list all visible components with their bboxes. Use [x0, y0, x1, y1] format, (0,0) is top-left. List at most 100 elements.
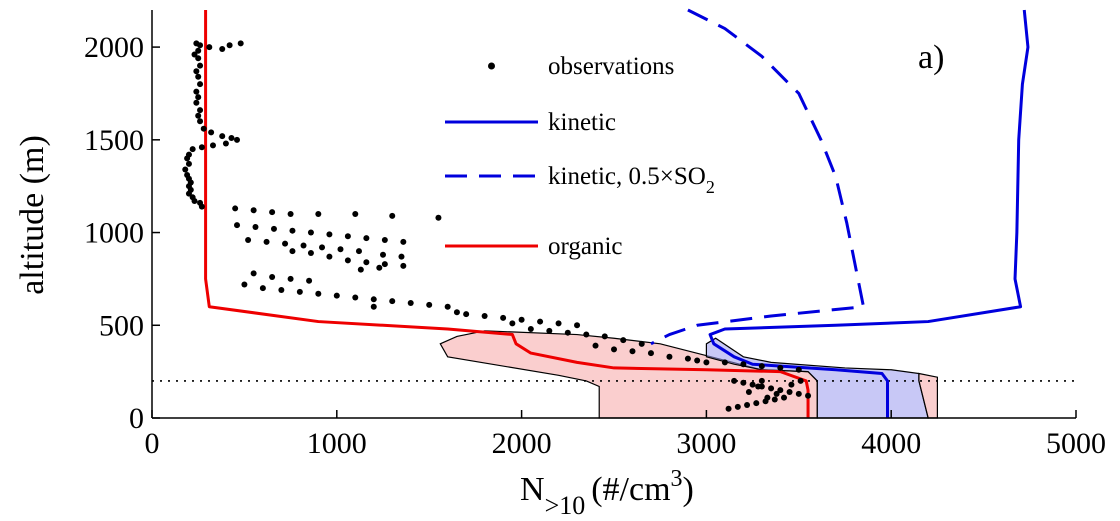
observation-point	[232, 205, 239, 212]
legend-label-kinetic: kinetic	[548, 109, 616, 136]
observation-point	[307, 229, 314, 236]
observation-point	[228, 134, 235, 141]
panel-label: a)	[918, 39, 944, 76]
observation-point	[444, 303, 451, 310]
observation-point	[389, 212, 396, 219]
y-tick-label: 0	[129, 402, 144, 435]
observation-point	[795, 390, 802, 397]
observation-point	[795, 366, 802, 373]
observation-point	[592, 342, 599, 349]
legend-label-text: kinetic, 0.5×SO	[548, 163, 706, 190]
observation-point	[400, 238, 407, 245]
observation-point	[185, 160, 192, 167]
observation-point	[219, 133, 226, 140]
observation-point	[797, 377, 804, 384]
x-axis-title: N>10 (#/cm3)	[520, 466, 694, 520]
observation-point	[758, 377, 765, 384]
observation-point	[226, 42, 233, 49]
x-axis-title-base: N	[520, 471, 545, 508]
x-tick-label: 0	[145, 427, 160, 460]
observation-point	[777, 364, 784, 371]
observation-point	[206, 44, 213, 51]
observation-point	[193, 88, 200, 95]
observation-point	[753, 400, 760, 407]
observation-point	[546, 327, 553, 334]
model-series	[204, 8, 1030, 418]
observation-point	[278, 287, 285, 294]
observation-point	[781, 394, 788, 401]
observation-point	[193, 68, 200, 75]
observation-point	[333, 292, 340, 299]
x-axis-title-units: (#/cm	[591, 471, 670, 508]
observation-point	[740, 361, 747, 368]
observation-points	[182, 40, 812, 412]
observation-point	[389, 298, 396, 305]
observation-point	[629, 348, 636, 355]
observation-point	[509, 320, 516, 327]
series-line-kinetic-0-5-so2	[650, 8, 865, 346]
observation-point	[200, 125, 207, 132]
observation-point	[197, 42, 204, 49]
observation-point	[193, 99, 200, 106]
observation-point	[191, 198, 198, 205]
observation-point	[315, 211, 322, 217]
y-tick-label: 1000	[84, 217, 144, 250]
observation-point	[307, 249, 314, 256]
observation-point	[289, 227, 296, 234]
legend-label-kinetic-0-5-so: kinetic, 0.5×SO2	[548, 163, 715, 197]
observation-point	[296, 288, 303, 295]
observation-point	[219, 45, 226, 52]
observation-point	[435, 214, 442, 221]
observation-point	[352, 211, 359, 217]
x-tick-label: 4000	[861, 427, 921, 460]
observation-point	[269, 274, 276, 281]
observation-point	[184, 155, 191, 162]
observation-point	[195, 47, 202, 54]
observation-point	[237, 40, 244, 47]
legend-label-subscript: 2	[706, 177, 715, 197]
observation-point	[306, 277, 313, 284]
y-tick-label: 500	[99, 309, 144, 342]
x-tick-label: 5000	[1046, 427, 1106, 460]
observation-point	[326, 231, 333, 238]
observation-point	[195, 112, 202, 119]
observation-point	[263, 238, 270, 245]
observation-point	[771, 396, 778, 403]
observation-point	[734, 403, 741, 410]
observation-point	[250, 270, 257, 277]
legend-marker-observations	[488, 62, 495, 70]
observation-point	[234, 222, 241, 229]
observation-point	[564, 329, 571, 336]
observation-point	[209, 142, 216, 149]
observation-point	[370, 296, 377, 303]
observation-point	[319, 244, 326, 251]
observation-point	[764, 394, 771, 401]
y-tick-label: 1500	[84, 124, 144, 157]
observation-point	[198, 203, 205, 210]
observation-point	[518, 316, 525, 323]
observation-point	[647, 350, 654, 357]
observation-point	[259, 285, 266, 292]
observation-point	[245, 236, 252, 243]
observation-point	[195, 55, 202, 62]
observation-point	[357, 266, 364, 273]
observation-point	[282, 240, 289, 247]
observation-point	[185, 190, 192, 197]
observation-point	[666, 353, 673, 360]
observation-point	[191, 51, 198, 58]
observation-point	[197, 107, 204, 114]
observation-point	[731, 377, 738, 384]
legend-label-text: observations	[548, 53, 674, 80]
observation-point	[289, 248, 296, 255]
observation-point	[376, 264, 383, 271]
observation-point	[195, 94, 202, 101]
observation-point	[500, 314, 507, 321]
observation-point	[344, 233, 351, 240]
observation-point	[611, 346, 617, 353]
observation-point	[337, 246, 344, 253]
observation-point	[638, 340, 645, 347]
observation-point	[315, 290, 322, 297]
observation-point	[398, 253, 405, 260]
observation-point	[755, 383, 762, 390]
